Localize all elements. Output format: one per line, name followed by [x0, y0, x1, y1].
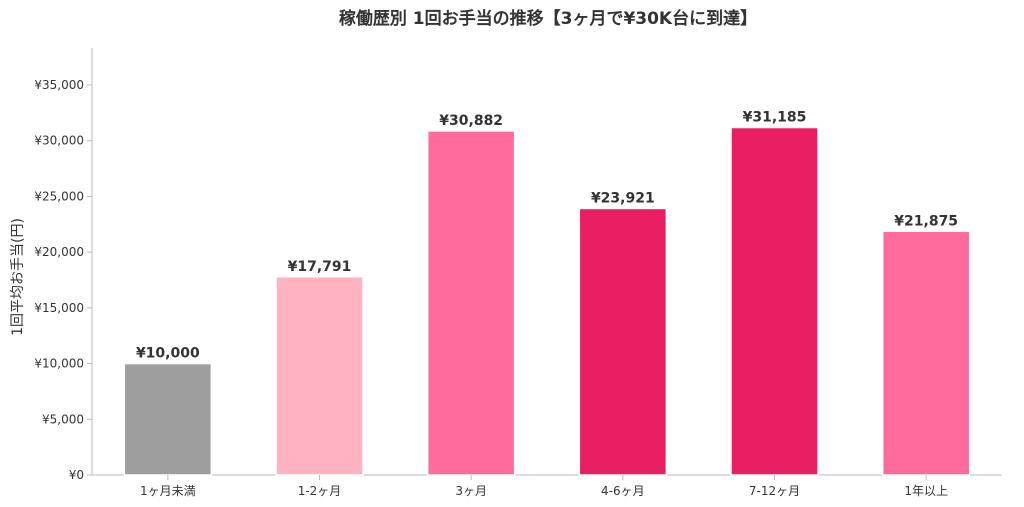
x-tick-label: 1年以上 [904, 484, 948, 498]
bar-value-label: ¥31,185 [743, 110, 807, 126]
y-axis-ticks: ¥0 ¥5,000 ¥10,000 ¥15,000 ¥20,000 ¥25,000 ¥30,… [34, 78, 92, 482]
y-tick-label: ¥15,000 [34, 301, 84, 315]
x-axis-ticks: 1ヶ月未満 1-2ヶ月 3ヶ月 4-6ヶ月 7-12ヶ月 1年以上 [140, 475, 948, 498]
chart-title: 稼働歴別 1回お手当の推移【3ヶ月で¥30K台に到達】 [339, 8, 757, 29]
bar [275, 276, 364, 476]
bar [578, 207, 668, 476]
bar [881, 230, 971, 476]
y-tick-label: ¥25,000 [34, 189, 84, 203]
x-tick-label: 7-12ヶ月 [749, 484, 800, 498]
bar-value-label: ¥21,875 [894, 213, 958, 229]
bar-value-label: ¥23,921 [591, 190, 655, 206]
x-tick-label: 3ヶ月 [455, 484, 487, 498]
bar-value-label: ¥30,882 [439, 113, 503, 129]
bar-value-label: ¥10,000 [136, 346, 200, 362]
bar [123, 362, 213, 476]
y-axis-label: 1回平均お手当(円) [10, 218, 26, 336]
y-tick-label: ¥20,000 [34, 245, 84, 259]
y-tick-label: ¥30,000 [34, 134, 84, 148]
bar [426, 130, 516, 476]
y-tick-label: ¥35,000 [34, 78, 84, 92]
y-tick-label: ¥0 [69, 468, 84, 482]
bars-group: ¥10,000 ¥17,791 ¥30,882 ¥23,921 ¥31,185 ¥21,8… [123, 110, 971, 476]
y-tick-label: ¥5,000 [42, 412, 84, 426]
x-tick-label: 4-6ヶ月 [601, 484, 645, 498]
bar-value-label: ¥17,791 [288, 259, 352, 275]
bar [730, 126, 819, 476]
x-tick-label: 1ヶ月未満 [140, 484, 196, 498]
x-tick-label: 1-2ヶ月 [298, 484, 342, 498]
y-tick-label: ¥10,000 [34, 357, 84, 371]
